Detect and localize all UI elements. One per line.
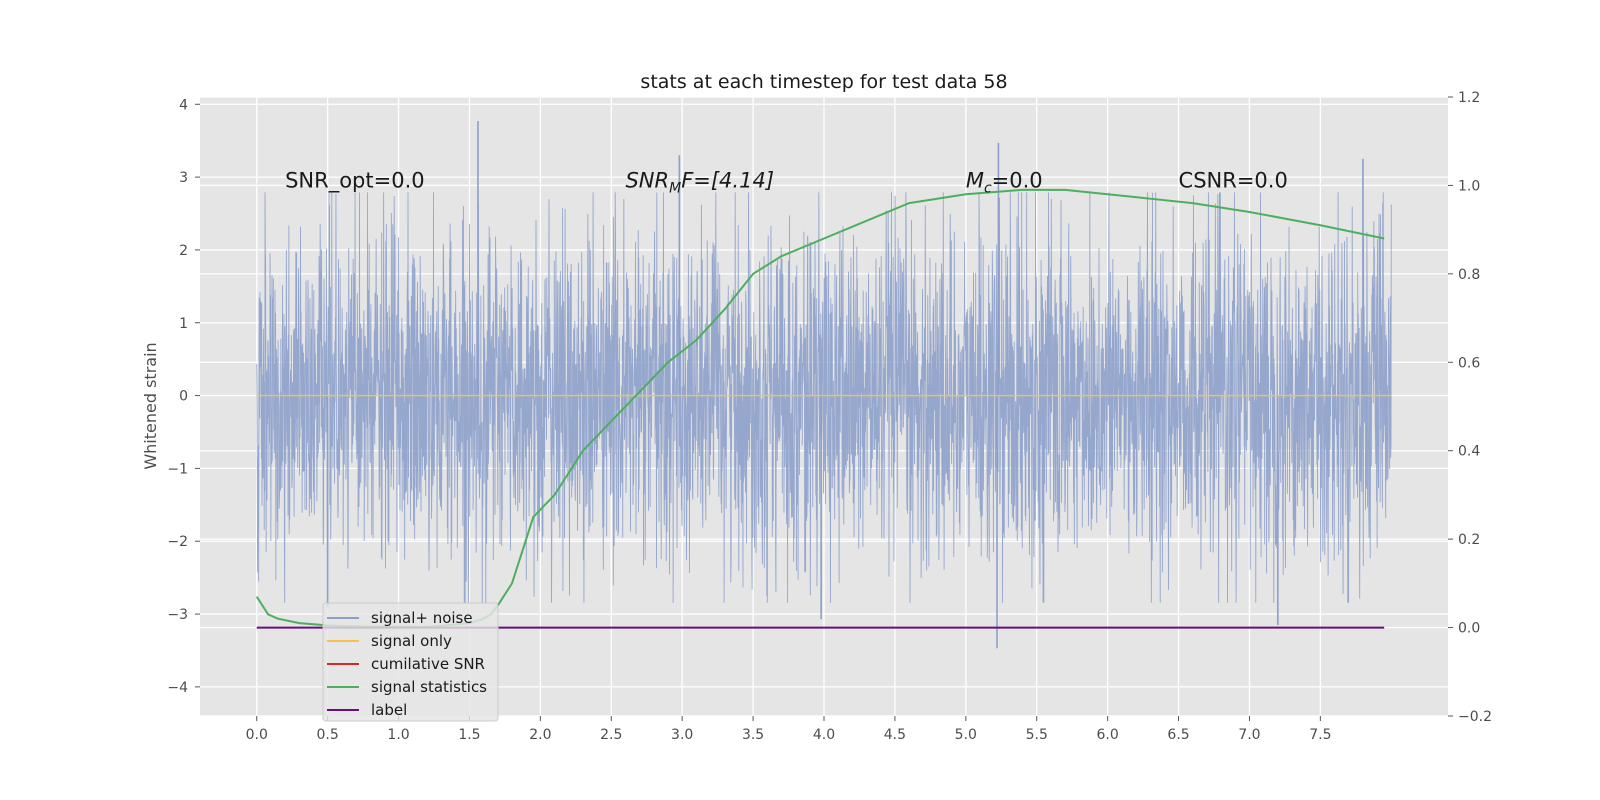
x-tick-label: 4.5 — [884, 727, 906, 743]
y-tick-label: 4 — [179, 97, 188, 113]
y2-tick-label: 0.6 — [1458, 355, 1480, 371]
annotation-subscript: c — [984, 181, 992, 197]
y-tick-label: 1 — [179, 316, 188, 332]
signal-noise-line — [256, 192, 1392, 603]
legend-label: cumilative SNR — [371, 655, 485, 673]
y2-tick-label: −0.2 — [1458, 709, 1492, 725]
x-tick-label: 3.5 — [742, 727, 764, 743]
x-tick-label: 2.0 — [529, 727, 551, 743]
legend-label: label — [371, 701, 407, 719]
y-tick-label: 3 — [179, 170, 188, 186]
annotation: SNR_opt=0.0 — [285, 169, 425, 194]
y-tick-label: −2 — [167, 534, 188, 550]
x-tick-label: 1.5 — [458, 727, 480, 743]
y-tick-label: 2 — [179, 243, 188, 259]
y2-tick-label: 0.2 — [1458, 532, 1480, 548]
y2-tick-label: 0.0 — [1458, 621, 1480, 637]
legend-label: signal+ noise — [371, 609, 473, 627]
y2-tick-label: 1.0 — [1458, 178, 1480, 194]
x-tick-label: 0.5 — [317, 727, 339, 743]
annotation-base: M — [966, 169, 984, 193]
annotations: SNR_opt=0.0 SNRMF=[4.14] Mc=0.0 CSNR=0.0 — [285, 169, 1288, 197]
legend: signal+ noise signal only cumilative SNR si… — [322, 602, 499, 722]
annotation: SNRMF=[4.14] — [625, 169, 774, 197]
x-tick-label: 3.0 — [671, 727, 693, 743]
y-tick-label: 0 — [179, 389, 188, 405]
y2-tick-label: 1.2 — [1458, 90, 1480, 106]
y-tick-label: −3 — [167, 607, 188, 623]
legend-label: signal statistics — [371, 678, 487, 696]
x-tick-label: 7.0 — [1238, 727, 1260, 743]
y-tick-label: −1 — [167, 461, 188, 477]
annotation-subscript: M — [669, 181, 681, 197]
annotation: CSNR=0.0 — [1179, 169, 1288, 193]
y2-tick-label: 0.4 — [1458, 444, 1480, 460]
x-tick-label: 4.0 — [813, 727, 835, 743]
x-tick-label: 5.5 — [1026, 727, 1048, 743]
y-tick-label: −4 — [167, 680, 188, 696]
y-axis-label: Whitened strain — [141, 342, 160, 469]
x-tick-label: 1.0 — [387, 727, 409, 743]
x-tick-label: 2.5 — [600, 727, 622, 743]
annotation-rest: F=[4.14] — [681, 169, 774, 193]
annotation-rest: =0.0 — [992, 169, 1043, 193]
x-tick-label: 5.0 — [955, 727, 977, 743]
x-tick-label: 0.0 — [246, 727, 268, 743]
axes: 0.0 0.5 1.0 1.5 2.0 2.5 3.0 3.5 4.0 4.5 5.0 5.5 6.0 6… — [167, 90, 1492, 743]
y2-tick-label: 0.8 — [1458, 267, 1480, 283]
x-tick-label: 7.5 — [1309, 727, 1331, 743]
x-tick-label: 6.0 — [1097, 727, 1119, 743]
legend-box — [322, 602, 499, 722]
chart-title: stats at each timestep for test data 58 — [640, 71, 1007, 93]
x-tick-label: 6.5 — [1167, 727, 1189, 743]
annotation-base: SNR — [625, 169, 669, 193]
annotation: Mc=0.0 — [966, 169, 1043, 197]
signal-noise-series — [256, 121, 1392, 649]
legend-label: signal only — [371, 632, 452, 650]
